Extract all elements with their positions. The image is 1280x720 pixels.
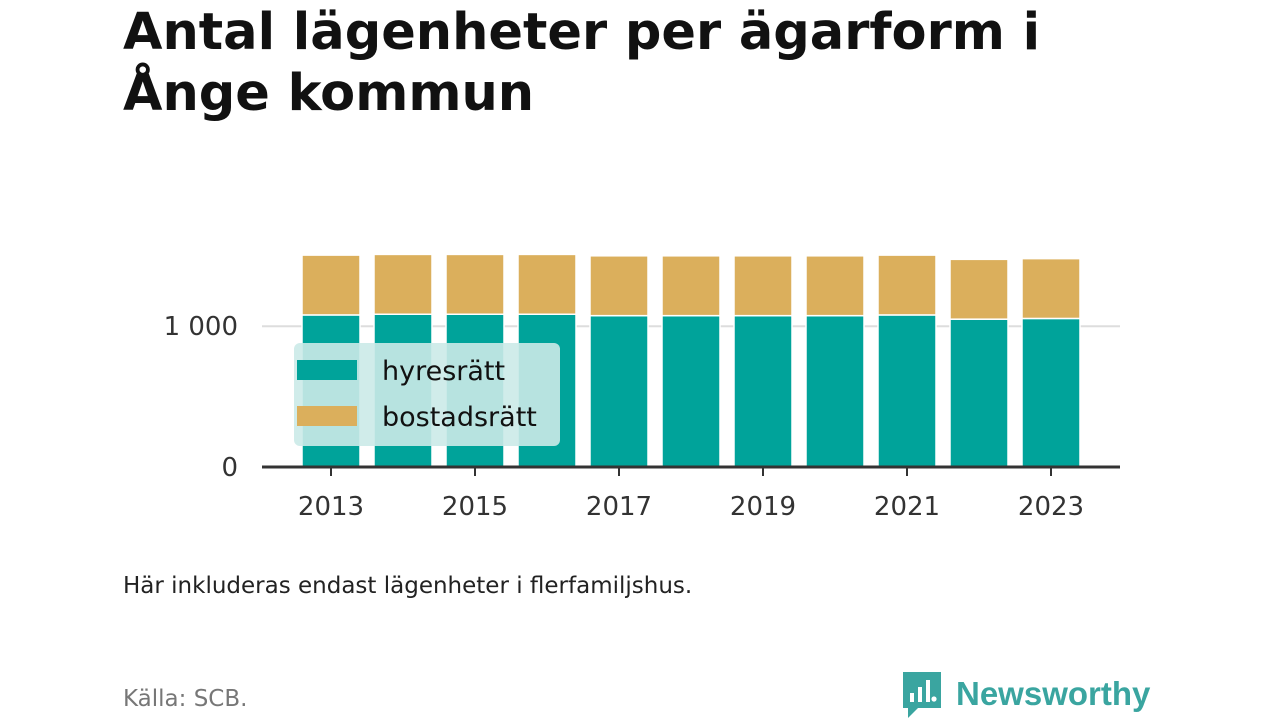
bar-segment-bostadsratt	[1021, 257, 1081, 320]
bar-segment-hyresratt	[733, 314, 793, 468]
chart-title: Antal lägenheter per ägarform i Ånge kom…	[123, 3, 1041, 123]
legend-swatch	[297, 360, 357, 380]
y-tick-label: 1 000	[164, 312, 238, 342]
y-tick-label: 0	[221, 453, 238, 483]
bar-segment-hyresratt	[949, 318, 1009, 468]
legend-swatch	[297, 406, 357, 426]
legend-label: hyresrätt	[382, 356, 505, 387]
newsworthy-logo-icon	[903, 672, 941, 718]
bar-segment-bostadsratt	[589, 255, 649, 317]
legend-label: bostadsrätt	[382, 402, 537, 433]
bar-segment-bostadsratt	[661, 255, 721, 317]
bar-segment-bostadsratt	[445, 253, 505, 315]
bar-segment-hyresratt	[1021, 317, 1081, 468]
legend-box	[294, 343, 560, 446]
bar-segment-bostadsratt	[805, 255, 865, 317]
chart-caption: Här inkluderas endast lägenheter i flerf…	[123, 573, 693, 599]
bar-segment-hyresratt	[805, 314, 865, 468]
bar-segment-bostadsratt	[517, 253, 577, 315]
x-tick-label: 2015	[442, 492, 508, 522]
newsworthy-logo[interactable]: Newsworthy	[900, 669, 1150, 719]
x-tick-label: 2021	[874, 492, 940, 522]
x-tick-label: 2023	[1018, 492, 1084, 522]
bar-segment-bostadsratt	[373, 253, 433, 315]
bar-segment-bostadsratt	[733, 255, 793, 317]
bar-segment-bostadsratt	[877, 254, 937, 316]
bar-segment-bostadsratt	[301, 254, 361, 316]
bar-segment-bostadsratt	[949, 258, 1009, 320]
x-tick-label: 2013	[298, 492, 364, 522]
brand-name: Newsworthy	[956, 675, 1151, 712]
bar-segment-hyresratt	[589, 314, 649, 468]
source-note: Källa: SCB.	[123, 686, 248, 712]
bar-segment-hyresratt	[877, 314, 937, 468]
x-tick-label: 2017	[586, 492, 652, 522]
x-tick-label: 2019	[730, 492, 796, 522]
bar-segment-hyresratt	[661, 314, 721, 468]
